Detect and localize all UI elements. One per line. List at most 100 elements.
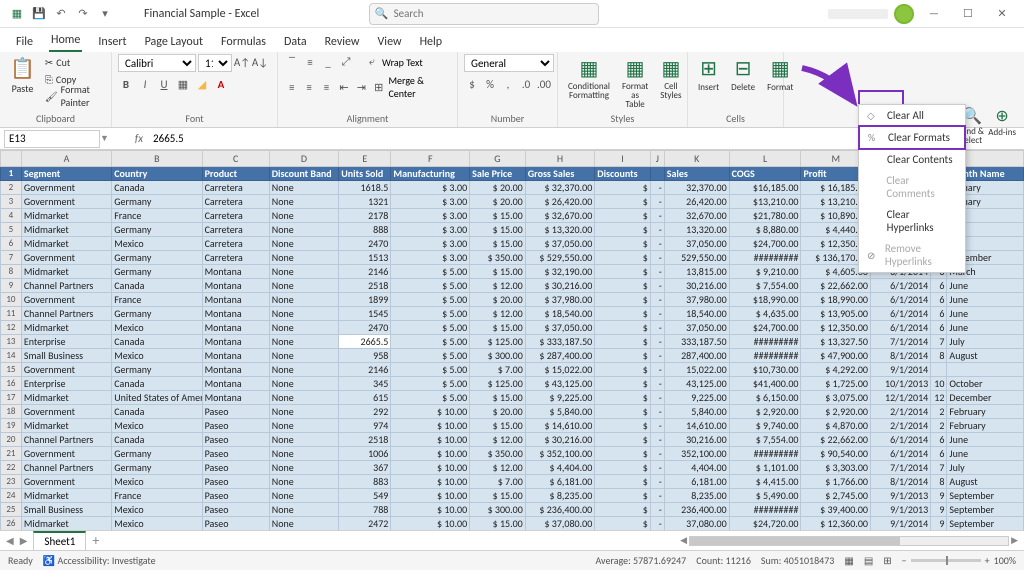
data-cell[interactable]: - <box>650 181 664 195</box>
data-cell[interactable]: $ 15.00 <box>470 223 526 237</box>
conditional-formatting-button[interactable]: ▦Conditional Formatting <box>564 54 614 102</box>
data-cell[interactable]: 9,225.00 <box>664 391 729 405</box>
data-cell[interactable]: - <box>650 195 664 209</box>
data-cell[interactable]: 37,050.00 <box>664 321 729 335</box>
data-cell[interactable]: None <box>269 391 339 405</box>
format-button[interactable]: ▦Format <box>763 54 797 95</box>
data-cell[interactable]: 1321 <box>339 195 391 209</box>
data-cell[interactable]: $ 12,360.00 <box>801 517 871 531</box>
remove-hyperlinks-item[interactable]: ⊘Remove Hyperlinks <box>859 238 965 272</box>
row-header[interactable]: 18 <box>1 405 22 419</box>
save-icon[interactable]: 💾 <box>30 5 48 23</box>
row-header[interactable]: 24 <box>1 489 22 503</box>
data-cell[interactable]: June <box>947 307 1024 321</box>
row-header[interactable]: 22 <box>1 461 22 475</box>
data-cell[interactable]: 6/1/2014 <box>870 293 930 307</box>
data-cell[interactable]: 2 <box>931 405 947 419</box>
data-cell[interactable]: Enterprise <box>21 335 111 349</box>
data-cell[interactable]: $ 6,150.00 <box>729 391 801 405</box>
data-cell[interactable]: None <box>269 517 339 531</box>
data-cell[interactable]: Government <box>21 475 111 489</box>
data-cell[interactable]: $ 30,216.00 <box>525 433 595 447</box>
data-cell[interactable]: 352,100.00 <box>664 447 729 461</box>
col-header[interactable]: H <box>525 151 595 167</box>
data-cell[interactable]: $ 4,415.00 <box>729 475 801 489</box>
data-cell[interactable]: Mexico <box>112 475 202 489</box>
data-cell[interactable]: $ 3.00 <box>391 237 470 251</box>
italic-button[interactable]: I <box>137 76 153 92</box>
data-cell[interactable]: $ 1,766.00 <box>801 475 871 489</box>
data-cell[interactable]: 10/1/2013 <box>870 377 930 391</box>
data-cell[interactable]: September <box>947 517 1024 531</box>
data-cell[interactable]: $ <box>595 461 651 475</box>
data-cell[interactable]: - <box>650 377 664 391</box>
data-cell[interactable]: $ 5,490.00 <box>729 489 801 503</box>
zoom-out-button[interactable]: − <box>902 554 907 567</box>
tab-help[interactable]: Help <box>418 32 445 52</box>
data-cell[interactable]: - <box>650 279 664 293</box>
sheet-tab[interactable]: Sheet1 <box>33 531 86 550</box>
data-cell[interactable]: - <box>650 475 664 489</box>
data-cell[interactable]: $21,780.00 <box>729 209 801 223</box>
data-cell[interactable]: $ 32,190.00 <box>525 265 595 279</box>
font-color-button[interactable]: A <box>213 76 229 92</box>
data-cell[interactable]: $ <box>595 251 651 265</box>
data-cell[interactable]: $ 12.00 <box>470 433 526 447</box>
col-header[interactable]: G <box>470 151 526 167</box>
data-cell[interactable]: None <box>269 223 339 237</box>
data-cell[interactable]: $ 5,840.00 <box>525 405 595 419</box>
data-cell[interactable]: $10,730.00 <box>729 363 801 377</box>
data-cell[interactable]: - <box>650 391 664 405</box>
data-cell[interactable]: $ 5.00 <box>391 265 470 279</box>
dec-inc-icon[interactable]: .0 <box>518 76 534 92</box>
align-right-icon[interactable]: ≡ <box>319 79 334 95</box>
data-cell[interactable]: $ 15.00 <box>470 391 526 405</box>
clear-hyperlinks-item[interactable]: Clear Hyperlinks <box>859 204 965 238</box>
clear-comments-item[interactable]: Clear Comments <box>859 170 965 204</box>
data-cell[interactable]: 549 <box>339 489 391 503</box>
data-cell[interactable]: Government <box>21 293 111 307</box>
data-cell[interactable]: - <box>650 321 664 335</box>
data-cell[interactable]: 1618.5 <box>339 181 391 195</box>
data-cell[interactable]: 6 <box>931 307 947 321</box>
data-cell[interactable]: $ 14,610.00 <box>525 419 595 433</box>
data-cell[interactable]: Germany <box>112 307 202 321</box>
data-cell[interactable]: $16,185.00 <box>729 181 801 195</box>
select-all-corner[interactable] <box>1 151 22 167</box>
data-cell[interactable]: 9 <box>931 503 947 517</box>
data-cell[interactable]: 8/1/2014 <box>870 475 930 489</box>
number-format-select[interactable]: General <box>464 54 554 72</box>
redo-icon[interactable]: ↷ <box>74 5 92 23</box>
data-cell[interactable]: $ 37,050.00 <box>525 237 595 251</box>
data-cell[interactable]: Midmarket <box>21 209 111 223</box>
row-header[interactable]: 14 <box>1 349 22 363</box>
data-cell[interactable]: Channel Partners <box>21 279 111 293</box>
cell-styles-button[interactable]: ▦Cell Styles <box>656 54 685 102</box>
data-cell[interactable]: 2 <box>931 419 947 433</box>
data-cell[interactable]: $ 4,870.00 <box>801 419 871 433</box>
data-cell[interactable]: 888 <box>339 223 391 237</box>
view-pagelayout-icon[interactable]: ▤ <box>864 554 873 567</box>
data-cell[interactable]: 287,400.00 <box>664 349 729 363</box>
data-cell[interactable]: $ 15.00 <box>470 237 526 251</box>
data-cell[interactable]: 6 <box>931 447 947 461</box>
data-cell[interactable]: - <box>650 237 664 251</box>
data-cell[interactable]: $ 4,292.00 <box>801 363 871 377</box>
data-cell[interactable]: July <box>947 461 1024 475</box>
view-normal-icon[interactable]: ▦ <box>844 554 853 567</box>
data-cell[interactable]: $ 5.00 <box>391 391 470 405</box>
fx-icon[interactable]: fx <box>135 132 143 145</box>
search-box[interactable]: 🔍 <box>369 3 599 25</box>
data-cell[interactable]: $ 15.00 <box>470 419 526 433</box>
data-cell[interactable]: 37,980.00 <box>664 293 729 307</box>
data-cell[interactable]: $ 333,187.50 <box>525 335 595 349</box>
data-cell[interactable]: $24,700.00 <box>729 237 801 251</box>
align-bottom-icon[interactable]: _ <box>320 54 336 70</box>
row-header[interactable]: 2 <box>1 181 22 195</box>
row-header[interactable]: 5 <box>1 223 22 237</box>
data-cell[interactable]: Canada <box>112 405 202 419</box>
data-cell[interactable]: 9/1/2014 <box>870 517 930 531</box>
column-header-cell[interactable]: Gross Sales <box>525 167 595 181</box>
data-cell[interactable]: $ 300.00 <box>470 349 526 363</box>
data-cell[interactable]: September <box>947 489 1024 503</box>
